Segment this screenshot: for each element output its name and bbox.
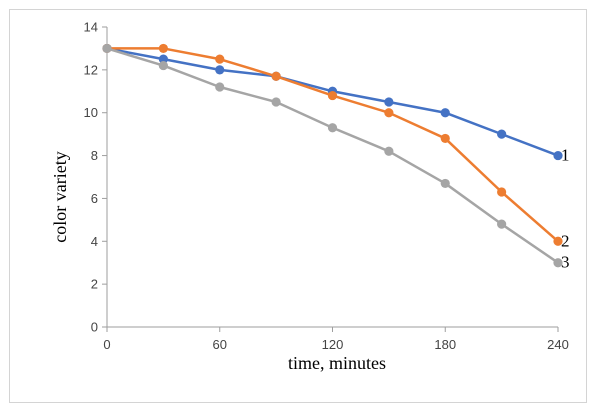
x-tick-label: 180 <box>434 337 456 352</box>
y-tick-label: 12 <box>84 62 98 77</box>
x-axis-title: time, minutes <box>288 353 386 373</box>
y-tick-label: 8 <box>91 148 98 163</box>
series-line-1 <box>106 47 559 157</box>
data-point-series-3 <box>158 60 168 71</box>
data-point-series-1 <box>440 108 450 118</box>
data-point-series-2 <box>497 187 507 197</box>
series-line-2 <box>107 47 559 243</box>
data-point-series-2 <box>553 236 563 246</box>
data-point-series-3 <box>497 219 507 229</box>
series-label-2: 2 <box>561 231 570 250</box>
series-line-3 <box>106 47 559 264</box>
data-point-series-1 <box>553 150 563 161</box>
x-tick-label: 120 <box>322 337 344 352</box>
y-tick-label: 10 <box>84 105 98 120</box>
x-tick-label: 0 <box>103 337 110 352</box>
series-label-1: 1 <box>561 146 570 165</box>
x-tick-label: 60 <box>213 337 227 352</box>
data-point-series-1 <box>384 97 394 107</box>
data-point-series-2 <box>271 71 281 81</box>
data-point-series-2 <box>440 133 450 144</box>
data-point-series-1 <box>158 54 168 64</box>
data-point-series-3 <box>271 97 281 107</box>
series-group: 1 2 3 <box>102 43 570 272</box>
y-tick-label: 2 <box>91 277 98 292</box>
chart-frame <box>9 9 587 403</box>
x-tick-label: 240 <box>547 337 569 352</box>
data-point-series-1 <box>215 65 225 75</box>
data-point-series-3 <box>102 43 112 54</box>
data-point-series-1 <box>497 129 507 139</box>
y-tick-label: 0 <box>91 320 98 335</box>
y-tick-label: 4 <box>91 234 98 249</box>
data-point-series-2 <box>215 54 225 64</box>
data-point-series-2 <box>384 108 394 118</box>
data-point-series-3 <box>215 82 225 92</box>
data-point-series-3 <box>384 146 394 156</box>
data-point-series-2 <box>158 43 168 54</box>
y-tick-label: 6 <box>91 191 98 206</box>
series-label-3: 3 <box>561 253 570 272</box>
data-point-series-3 <box>440 178 450 189</box>
y-tick-label: 14 <box>84 20 98 35</box>
y-axis-title: color variety <box>50 151 70 242</box>
data-point-series-3 <box>553 258 563 268</box>
data-point-series-3 <box>327 123 338 133</box>
data-point-series-2 <box>327 90 338 101</box>
